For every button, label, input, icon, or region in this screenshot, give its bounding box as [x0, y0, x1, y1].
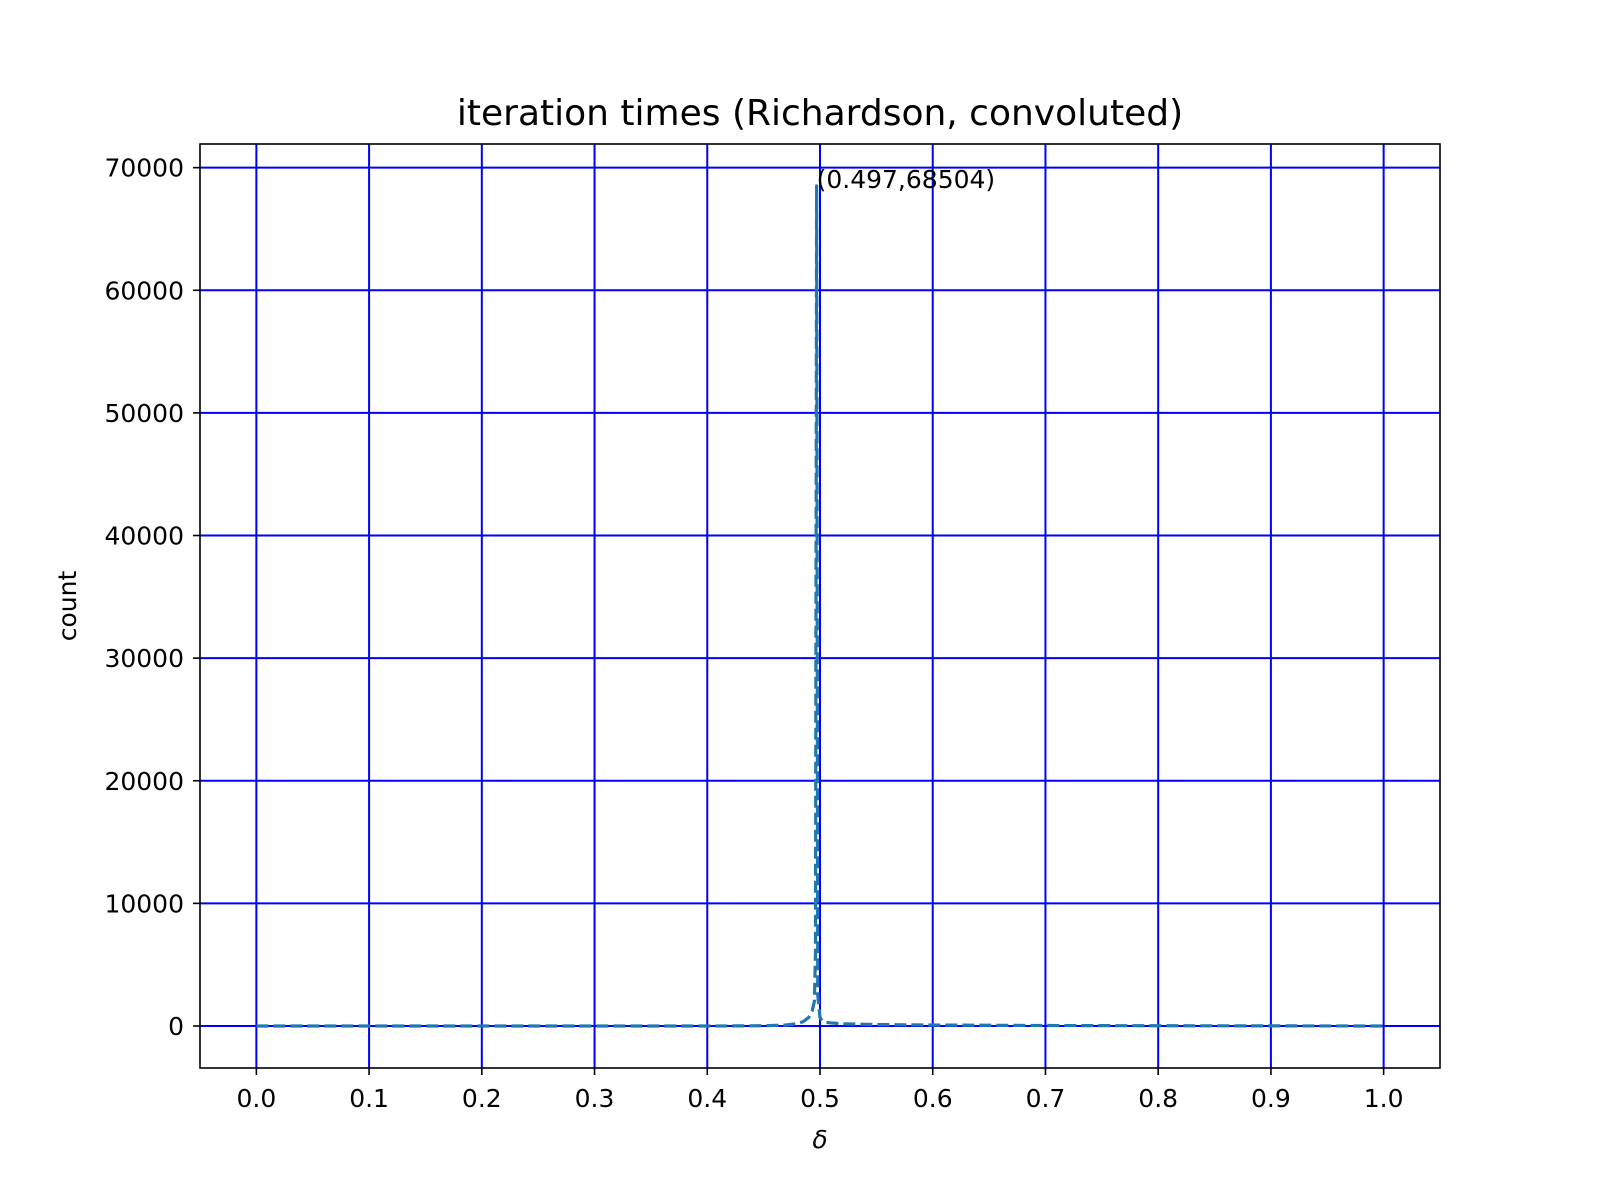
ticks: 0.0 0.1 0.2 0.3 0.4 0.5 0.6 0.7 0.8 0.9 1.0 0 10000 2…	[104, 154, 1403, 1113]
y-tick-label: 40000	[104, 522, 184, 551]
plot-area	[256, 184, 1384, 1028]
y-tick-label: 60000	[104, 276, 184, 305]
series-line	[256, 184, 1384, 1028]
x-tick-label: 0.7	[1026, 1084, 1066, 1113]
x-axis-label: δ	[812, 1125, 827, 1154]
y-tick-label: 20000	[104, 767, 184, 796]
x-tick-label: 0.1	[349, 1084, 389, 1113]
y-tick-label: 10000	[104, 889, 184, 918]
x-tick-label: 0.6	[913, 1084, 953, 1113]
x-tick-label: 0.5	[800, 1084, 840, 1113]
x-tick-label: 0.8	[1138, 1084, 1178, 1113]
x-tick-label: 0.2	[462, 1084, 502, 1113]
x-tick-label: 0.3	[575, 1084, 615, 1113]
y-tick-label: 70000	[104, 154, 184, 183]
peak-annotation: (0.497,68504)	[817, 165, 996, 194]
y-tick-label: 30000	[104, 644, 184, 673]
grid	[200, 144, 1440, 1068]
x-tick-label: 1.0	[1364, 1084, 1404, 1113]
x-tick-label: 0.4	[687, 1084, 727, 1113]
y-axis-label: count	[53, 571, 82, 642]
y-tick-label: 50000	[104, 399, 184, 428]
x-tick-label: 0.0	[236, 1084, 276, 1113]
x-tick-label: 0.9	[1251, 1084, 1291, 1113]
y-tick-label: 0	[168, 1012, 184, 1041]
chart-title: iteration times (Richardson, convoluted)	[457, 93, 1183, 134]
